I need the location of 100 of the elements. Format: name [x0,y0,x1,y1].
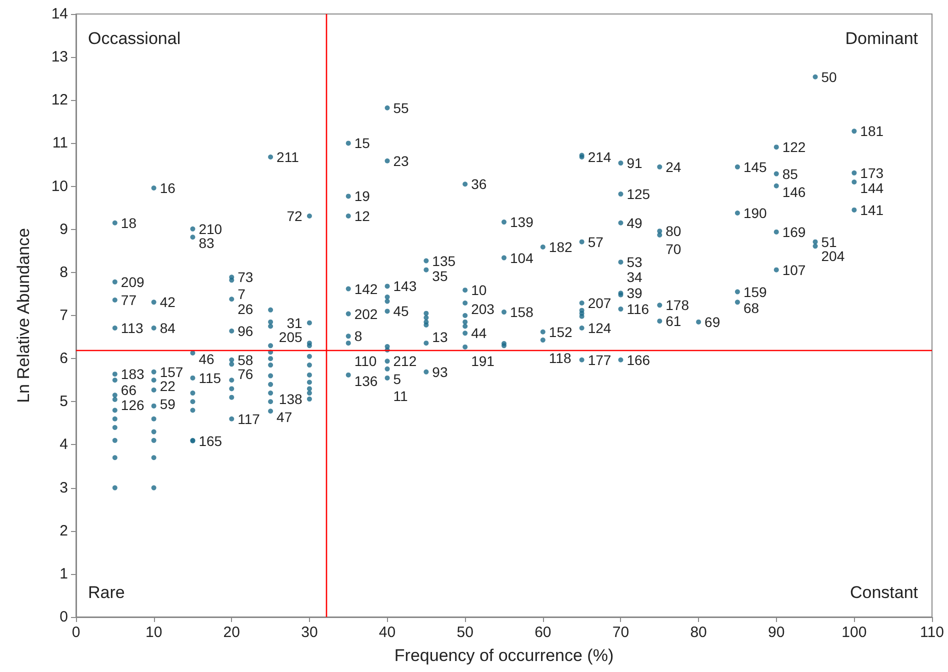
annotation: 177 [588,352,612,368]
annotation: 68 [743,300,760,316]
x-tick-label: 10 [145,624,162,641]
y-tick-label: 13 [51,48,68,66]
annotation: 158 [510,304,534,320]
annotation: Occassional [88,29,181,48]
annotation: 22 [160,378,176,394]
x-tick-label: 90 [768,624,785,641]
annotation: 59 [160,396,176,412]
annotation: 159 [743,284,768,300]
annotation: 58 [238,352,254,368]
annotation: 83 [198,235,215,252]
annotation: 77 [120,292,137,308]
annotation: 93 [432,364,448,380]
annotation: 31 [286,314,303,331]
annotation: 104 [510,250,534,266]
x-tick-label: 110 [920,624,944,641]
annotation: 203 [471,301,495,318]
x-tick-label: 80 [690,624,707,641]
x-tick-label: 50 [456,624,474,641]
annotation: 117 [238,410,260,427]
annotation: 8 [354,328,362,344]
annotation: 107 [782,262,806,278]
annotation: 76 [238,366,254,382]
y-tick-label: 3 [60,479,68,496]
annotation: 13 [432,329,448,346]
annotation: Constant [850,583,918,602]
annotation: 44 [471,325,487,342]
annotation: 173 [860,164,884,181]
annotation: 19 [354,188,370,204]
annotation: 5 [393,370,402,387]
annotation: 91 [626,155,643,172]
annotation: 73 [238,269,254,286]
annotation: 152 [548,324,572,340]
y-tick-label: 7 [60,307,68,324]
annotation: 39 [626,285,643,302]
annotation: 178 [666,297,690,314]
annotation: 136 [354,372,378,389]
annotation: 210 [198,220,222,237]
y-tick-label: 6 [60,350,68,368]
x-tick-label: 20 [223,624,240,641]
annotation: 165 [198,432,222,449]
y-tick-label: 1 [60,565,68,582]
annotation: 35 [432,268,448,284]
annotation: 57 [588,234,604,250]
annotation: Dominant [845,29,918,48]
annotation: 26 [238,301,254,318]
annotation: 142 [354,280,378,297]
x-tick-label: 0 [72,624,80,641]
annotation: 169 [782,224,806,240]
annotation: 10 [471,282,487,298]
annotation: 55 [393,100,410,116]
annotation: Rare [88,583,125,602]
x-tick-label: 40 [378,624,396,641]
x-tick-label: 30 [301,624,318,641]
y-tick-label: 14 [51,6,68,22]
annotation: 49 [626,214,643,231]
annotation: 116 [626,301,650,318]
annotation: 144 [860,180,884,196]
annotation: 34 [626,268,643,285]
annotation: 72 [286,208,303,224]
annotation: 12 [354,208,370,224]
annotation: 16 [160,180,176,196]
annotation: 42 [160,294,176,310]
annotation: 141 [860,202,884,218]
y-tick-label: 4 [60,436,68,454]
annotation: 46 [198,350,215,367]
annotation: 118 [548,350,572,366]
annotation: 209 [120,274,144,290]
annotation: 183 [120,366,144,382]
annotation: 115 [198,370,222,386]
annotation: 7 [238,286,246,302]
y-tick-label: 12 [51,92,68,109]
annotation: 138 [278,391,303,408]
x-tick-label: 60 [534,624,552,641]
annotation: 181 [860,123,884,140]
annotation: 69 [704,314,720,330]
annotation: 205 [278,329,303,346]
annotation: 126 [120,397,144,414]
y-tick-label: 0 [60,608,68,626]
annotation: 23 [393,152,410,169]
annotation: 84 [160,320,176,336]
x-tick-label: 70 [612,624,630,641]
annotation: 211 [276,148,300,165]
annotation: 85 [782,166,798,182]
annotation: 146 [782,184,806,200]
annotation: 191 [471,352,495,369]
y-tick-label: 11 [52,134,68,152]
annotation: 24 [666,158,682,175]
annotation: 214 [588,148,612,165]
annotation: 11 [393,388,408,404]
y-tick-label: 8 [60,264,68,281]
annotation: 212 [393,353,417,370]
annotation: 66 [120,382,137,398]
annotation: 80 [666,223,682,240]
annotation: 204 [821,248,845,264]
annotation: 15 [354,135,370,152]
x-axis-title: Frequency of occurrence (%) [394,646,614,665]
annotation: 139 [510,214,534,230]
annotation: 182 [548,239,572,256]
